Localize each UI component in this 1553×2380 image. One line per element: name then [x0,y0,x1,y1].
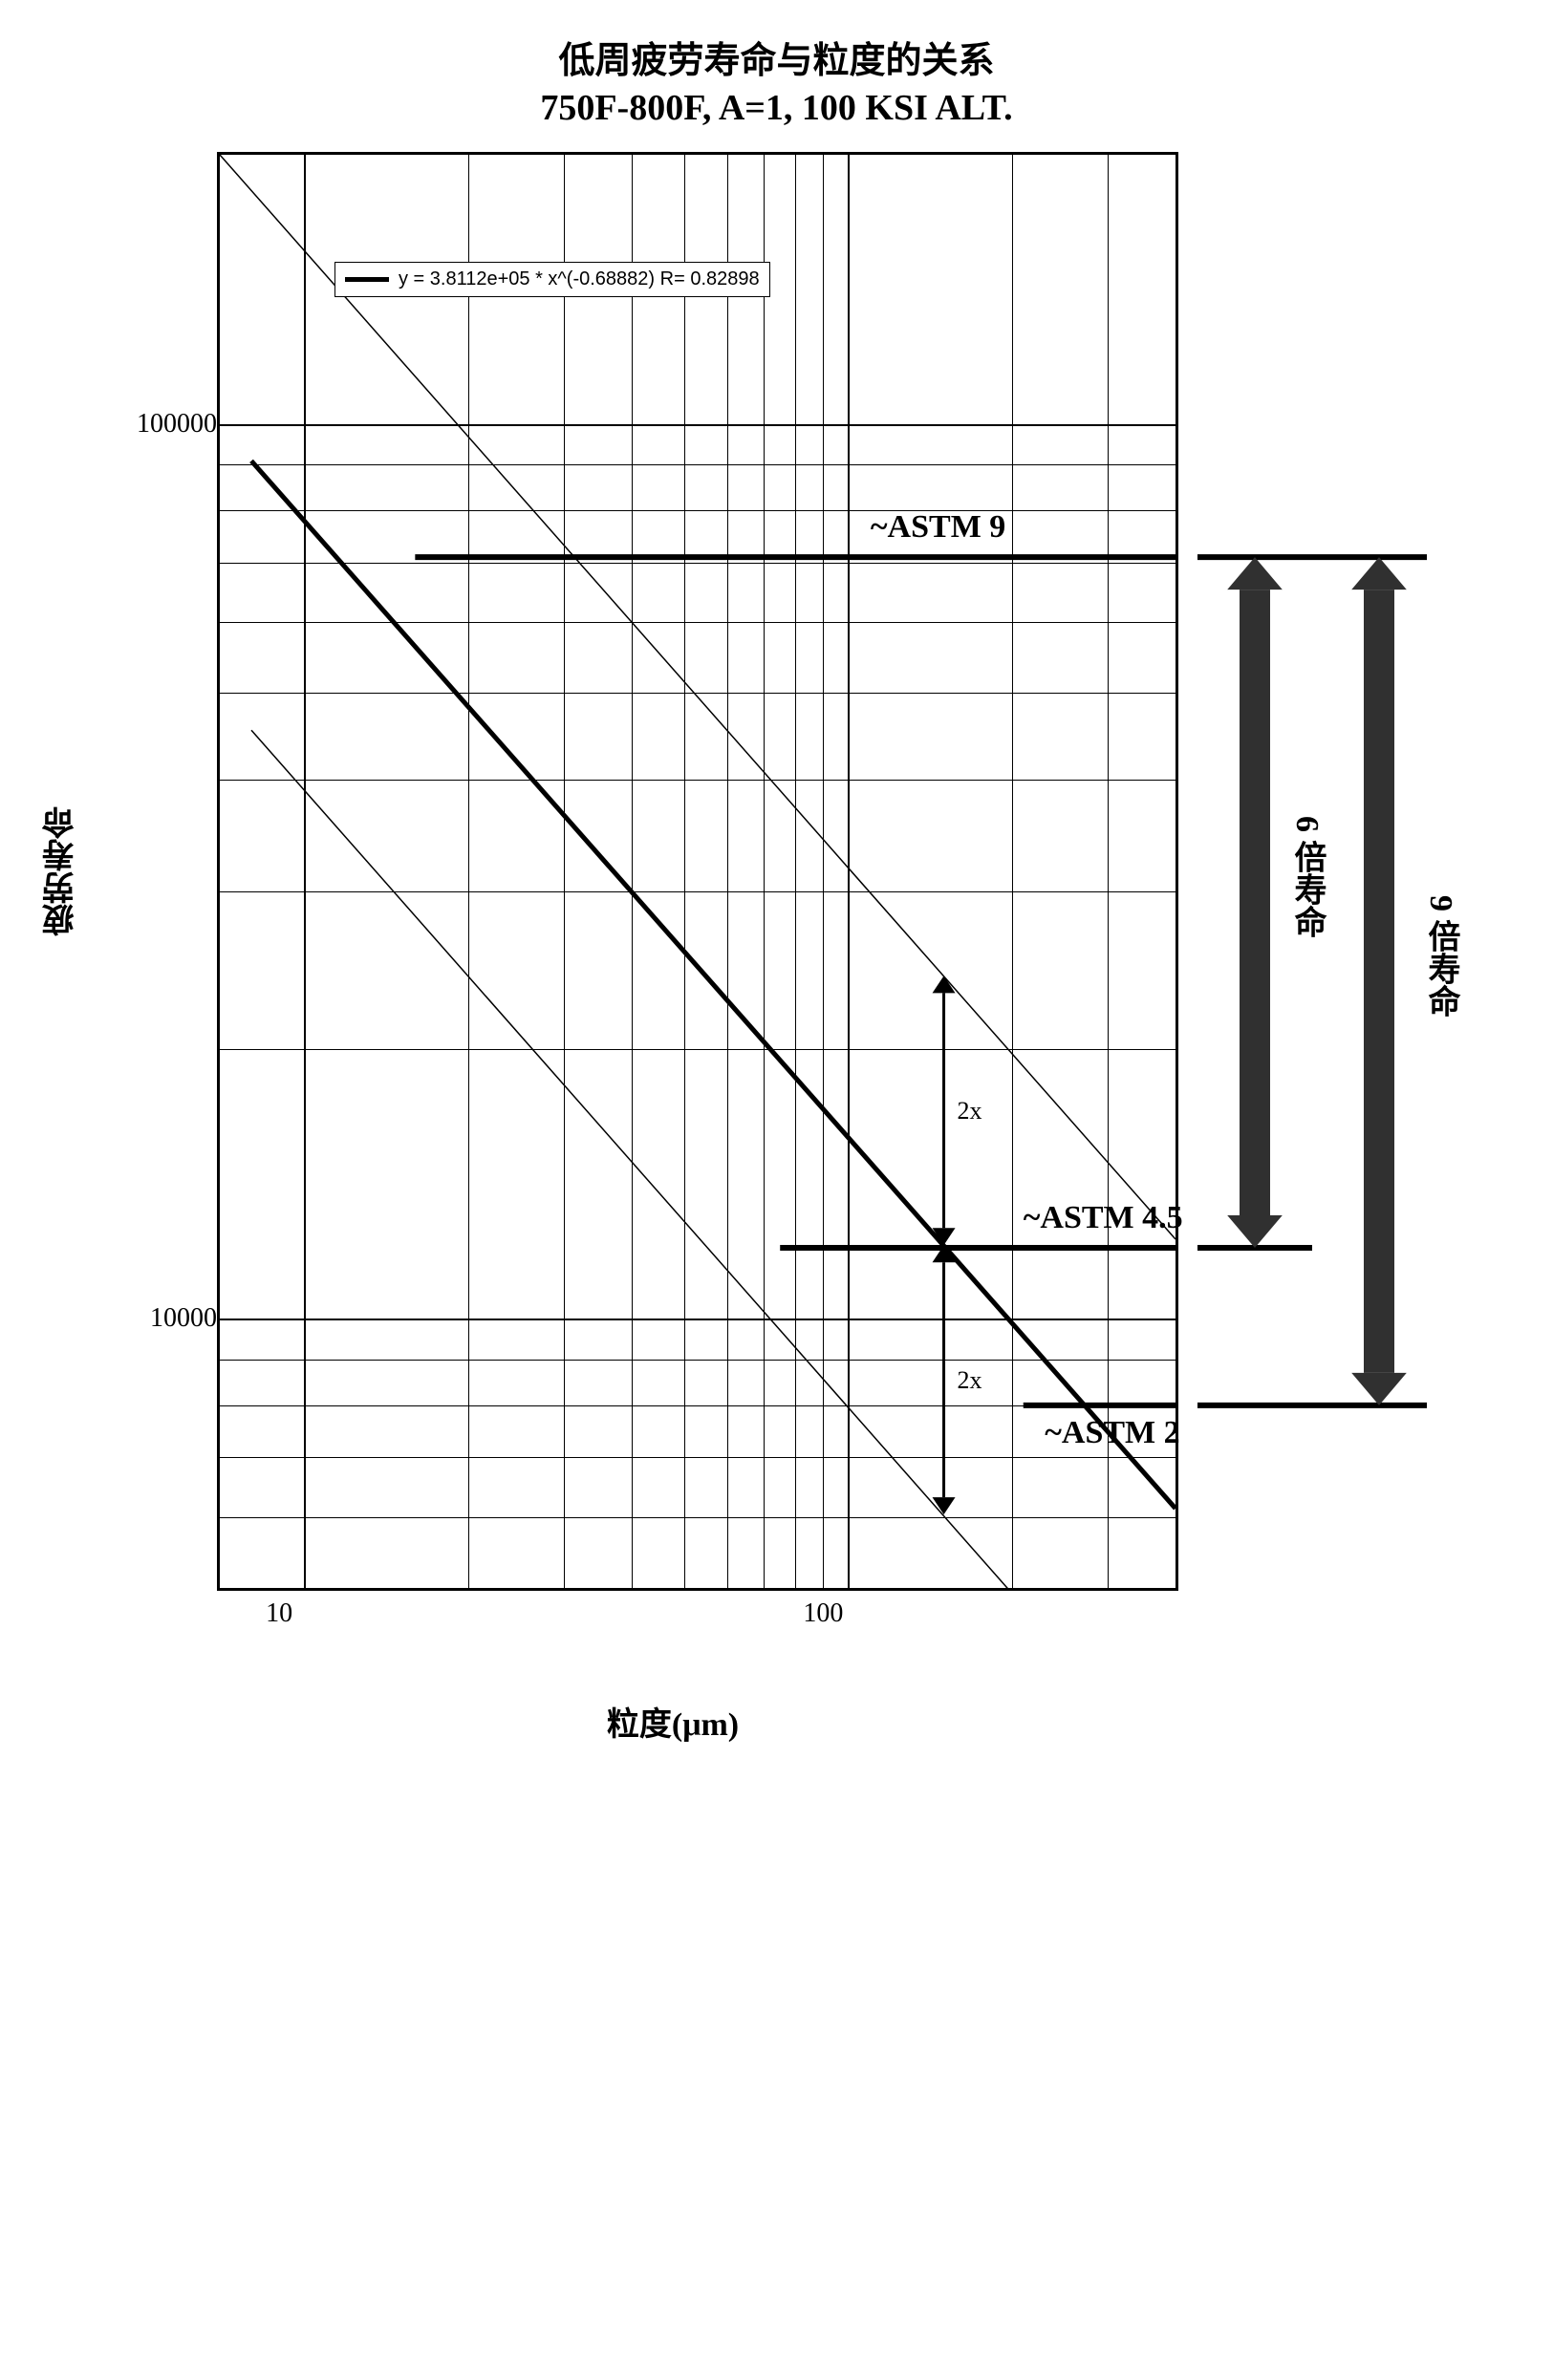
grid-h [220,1405,1176,1406]
grid-h [220,622,1176,623]
legend-box: y = 3.8112e+05 * x^(-0.68882) R= 0.82898 [334,262,770,297]
legend-swatch [345,277,389,282]
title-line-1: 低周疲劳寿命与粒度的关系 [38,38,1515,85]
right-arrows-svg [1197,155,1484,1588]
grid-v [848,155,850,1588]
grid-h [220,693,1176,694]
grid-h [220,1319,1176,1320]
grid-v [1012,155,1013,1588]
grid-h [220,891,1176,892]
grid-h [220,464,1176,465]
label-6x-life: 6 倍寿命 [1283,816,1330,938]
grid-h [220,1360,1176,1361]
label-9x-life: 9 倍寿命 [1417,895,1464,1018]
y-axis-ticks: 10000 100000 [95,155,217,1588]
plot-svg [220,155,1176,1588]
y-tick-label: 100000 [137,409,217,440]
grid-v [684,155,685,1588]
grid-v [1108,155,1109,1588]
chart-title: 低周疲劳寿命与粒度的关系 750F-800F, A=1, 100 KSI ALT… [38,38,1515,133]
x-axis-ticks: 10 100 [195,1598,1151,1631]
label-2x-upper: 2x [958,1097,982,1126]
x-axis-label: 粒度(μm) [195,1698,1151,1745]
label-2x-lower: 2x [958,1366,982,1395]
grid-h [220,510,1176,511]
grid-h [220,780,1176,781]
x-tick-label: 10 [266,1598,292,1629]
y-tick-label: 10000 [150,1303,217,1334]
grid-v [632,155,633,1588]
legend-text: y = 3.8112e+05 * x^(-0.68882) R= 0.82898 [399,268,760,290]
grid-h [220,1457,1176,1458]
grid-v [564,155,565,1588]
grid-v [764,155,765,1588]
grid-v [795,155,796,1588]
grid-v [727,155,728,1588]
right-annotation-panel: 6 倍寿命 9 倍寿命 [1197,155,1484,1588]
plot-row: 疲劳寿命 10000 100000 y = 3.8112e+05 * x^(-0.… [38,152,1515,1591]
y-axis-label: 疲劳寿命 [38,806,85,936]
grid-h [220,424,1176,426]
chart-container: 低周疲劳寿命与粒度的关系 750F-800F, A=1, 100 KSI ALT… [38,38,1515,1745]
grid-v [823,155,824,1588]
grid-h [220,1049,1176,1050]
label-astm4-5: ~ASTM 4.5 [1024,1200,1183,1236]
grid-h [220,1517,1176,1518]
x-tick-label: 100 [803,1598,843,1629]
grid-v [304,155,306,1588]
label-astm9: ~ASTM 9 [871,509,1005,546]
plot-area: y = 3.8112e+05 * x^(-0.68882) R= 0.82898… [217,152,1178,1591]
label-astm2: ~ASTM 2 [1045,1415,1179,1451]
title-line-2: 750F-800F, A=1, 100 KSI ALT. [38,85,1515,132]
grid-v [468,155,469,1588]
grid-h [220,563,1176,564]
